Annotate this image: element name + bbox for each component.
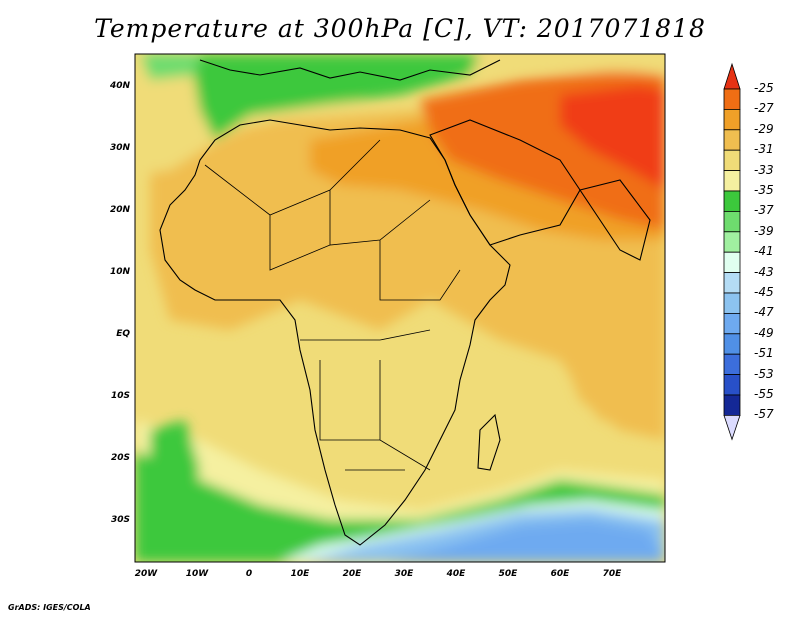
colorbar-tick-label: -35 [754,183,774,197]
temperature-field [135,54,665,562]
colorbar-box [723,210,741,233]
colorbar-box [723,149,741,171]
colorbar-tick-label: -57 [754,407,774,422]
colorbar-box [723,272,741,294]
colorbar-tick-label: -29 [754,121,774,136]
colorbar-tick-label: -41 [754,244,774,259]
lat-label: 30N [109,143,130,153]
lon-label: 10W [185,569,209,579]
lat-label: 10S [110,391,130,401]
chart-title: Temperature at 300hPa [C], VT: 201707181… [94,14,706,43]
lon-label: 10E [290,569,310,579]
lat-label: EQ [116,329,130,339]
colorbar-tick-label: -47 [754,305,774,320]
colorbar-box [723,312,741,335]
lon-label: 60E [550,569,570,579]
colorbar-box [723,353,741,376]
colorbar-tick-label: -31 [754,142,774,157]
colorbar-tick-label: -33 [754,162,774,177]
colorbar-tick-label: -53 [754,366,774,381]
colorbar-box [723,109,741,131]
lat-label: 20S [110,453,130,463]
colorbar-box [723,374,741,396]
colorbar-box [723,333,741,355]
colorbar-tick-label: -25 [754,81,774,95]
colorbar-tick-label: -27 [754,101,774,116]
colorbar-tick-label: -49 [754,325,774,340]
colorbar-tick-label: -51 [754,346,774,361]
lon-label: 30E [394,569,414,579]
lat-label: 10N [109,267,130,277]
lat-label: 40N [109,81,130,91]
coastlines [159,59,651,546]
colorbar-tick-label: -37 [754,203,774,218]
colorbar-box [723,170,741,192]
colorbar [723,62,741,441]
colorbar-bottom-arrow [723,415,741,441]
colorbar-top-arrow [723,62,741,90]
colorbar-tick-label: -43 [754,264,774,279]
colorbar-tick-label: -45 [754,285,774,299]
colorbar-box [723,88,741,110]
colorbar-box [723,190,741,212]
country-borders [204,139,461,471]
lon-label: 40E [446,569,466,579]
colorbar-box [723,292,741,314]
lon-label: 0 [245,569,253,579]
credit-text: GrADS: IGES/COLA [8,603,91,612]
lat-label: 30S [110,515,130,525]
map-frame [134,53,666,563]
colorbar-box [723,394,741,416]
lon-label: 20W [134,569,158,579]
lon-label: 50E [498,569,518,579]
colorbar-box [723,231,741,253]
colorbar-box [723,129,741,151]
colorbar-tick-label: -39 [754,223,774,238]
lon-label: 20E [342,569,362,579]
colorbar-tick-label: -55 [754,387,774,401]
lon-label: 70E [602,569,622,579]
lat-label: 20N [109,205,130,215]
colorbar-box [723,251,741,273]
